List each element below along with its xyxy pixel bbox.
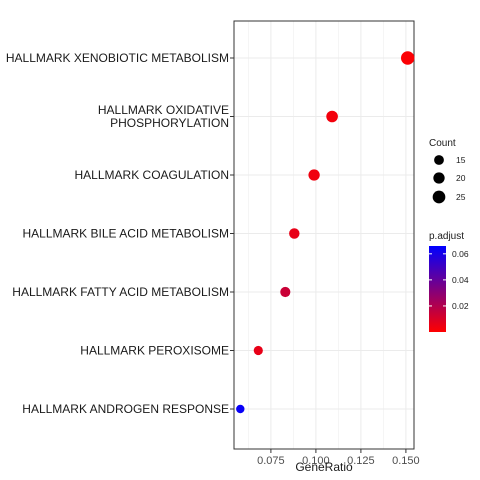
data-point [289, 228, 300, 239]
color-legend: p.adjust 0.02 0.04 0.06 [429, 231, 469, 332]
data-point [308, 169, 320, 181]
color-legend-title: p.adjust [429, 231, 464, 242]
x-tick-label: 0.100 [302, 455, 330, 467]
category-label: HALLMARK FATTY ACID METABOLISM [12, 285, 229, 299]
size-legend: Count 15 20 25 [429, 138, 466, 204]
data-point [280, 286, 291, 298]
category-labels: HALLMARK XENOBIOTIC METABOLISM HALLMARK O… [6, 51, 234, 416]
axis-ticks: 0.075 0.100 0.125 0.150 [257, 449, 420, 467]
grid [234, 21, 414, 449]
category-label: HALLMARK COAGULATION [75, 168, 229, 182]
size-legend-label: 20 [456, 173, 466, 183]
category-label: PHOSPHORYLATION [110, 116, 229, 130]
plot-panel [233, 20, 415, 450]
size-legend-dot [433, 172, 445, 184]
size-legend-label: 25 [456, 192, 466, 202]
x-tick-label: 0.125 [347, 455, 375, 467]
color-legend-label: 0.02 [452, 301, 469, 311]
x-tick-label: 0.150 [392, 455, 420, 467]
size-legend-dot [432, 190, 446, 204]
category-label: HALLMARK OXIDATIVE [98, 103, 229, 117]
color-legend-label: 0.06 [452, 249, 469, 259]
color-legend-gradient-bar [429, 246, 446, 332]
x-axis-title: GeneRatio [295, 460, 353, 474]
size-legend-title: Count [429, 138, 456, 149]
category-label: HALLMARK ANDROGEN RESPONSE [22, 402, 229, 416]
category-label: HALLMARK PEROXISOME [80, 344, 229, 358]
data-point [236, 404, 245, 414]
category-label: HALLMARK XENOBIOTIC METABOLISM [6, 51, 229, 65]
data-points [236, 51, 415, 414]
data-point [400, 51, 415, 65]
data-point [253, 345, 263, 356]
data-point [326, 110, 338, 123]
color-legend-label: 0.04 [452, 275, 469, 285]
size-legend-dot [434, 155, 444, 165]
x-tick-label: 0.075 [257, 455, 285, 467]
size-legend-label: 15 [456, 155, 466, 165]
category-label: HALLMARK BILE ACID METABOLISM [22, 227, 229, 241]
